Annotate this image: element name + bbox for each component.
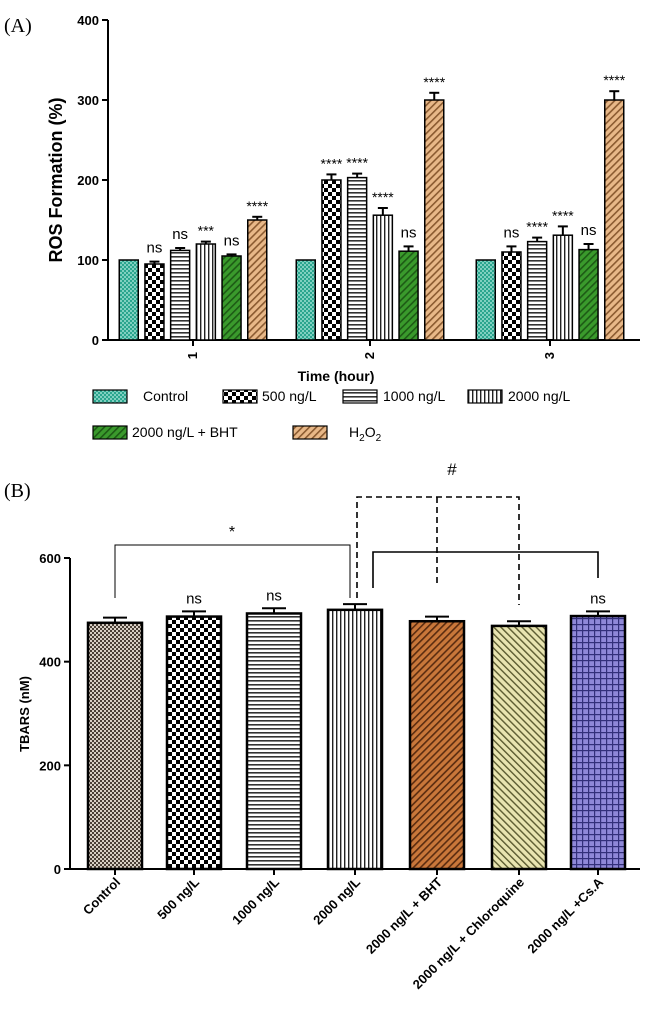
a-significance-label: ns (147, 240, 163, 257)
legend-label-h2o2: H2O2 (349, 424, 382, 444)
a-x-tick-label: 3 (542, 352, 557, 359)
a-significance-label: **** (246, 198, 268, 214)
b-x-tick-label: 1000 ng/L (229, 874, 282, 927)
legend-label-1000: 1000 ng/L (383, 388, 445, 404)
a-x-tick-label: 1 (185, 352, 200, 359)
a-bar-h2o2-t3 (604, 99, 625, 341)
a-significance-label: ns (224, 232, 240, 249)
b-significance-label: ns (266, 587, 282, 604)
a-bar-2000-ng-l-bht-t2 (398, 250, 419, 341)
legend-swatch-h2o2 (292, 425, 328, 440)
a-significance-label: **** (423, 74, 445, 90)
b-x-tick-label: 2000 ng/L + BHT (363, 874, 445, 956)
a-bar-500-ng-l-t2 (321, 179, 342, 341)
a-significance-label: ns (172, 226, 188, 243)
a-significance-label: **** (603, 72, 625, 88)
a-bar-2000-ng-l-t3 (552, 234, 574, 341)
b-x-tick-label: Control (80, 875, 123, 918)
a-bar-control-t1 (118, 259, 139, 341)
a-bar-2000-ng-l-t1 (195, 243, 217, 341)
b-bar-1000-ng-l (245, 612, 303, 871)
a-bar-2000-ng-l-t2 (372, 214, 394, 341)
a-significance-label: ns (581, 222, 597, 239)
panel-a-xlabel: Time (hour) (298, 368, 375, 384)
bracket-dashed-hash (356, 496, 520, 605)
a-bar-1000-ng-l-t2 (346, 176, 368, 341)
b-y-tick-label: 600 (39, 551, 61, 566)
legend-swatch-500 (222, 389, 258, 404)
b-significance-label: ns (590, 590, 606, 607)
b-x-tick-label: 2000 ng/L (310, 874, 363, 927)
a-bar-1000-ng-l-t1 (169, 249, 191, 341)
panel-b-ylabel: TBARS (nM) (17, 676, 32, 752)
panel-a-legend: Control 500 ng/L 1000 ng/L 2000 ng/L 200… (92, 388, 570, 444)
a-bar-500-ng-l-t1 (144, 263, 165, 341)
a-significance-label: **** (526, 219, 548, 235)
a-bar-h2o2-t2 (424, 99, 445, 341)
a-y-tick-label: 100 (77, 253, 99, 268)
bracket-hash-label: # (447, 460, 457, 479)
b-x-tick-label: 2000 ng/L +Cs.A (524, 874, 606, 956)
legend-swatch-bht (92, 425, 128, 440)
a-significance-label: **** (372, 189, 394, 205)
a-bar-500-ng-l-t3 (501, 251, 522, 341)
panel-a-ylabel: ROS Formation (%) (46, 97, 66, 262)
a-y-tick-label: 400 (77, 13, 99, 28)
a-y-tick-label: 200 (77, 173, 99, 188)
b-y-tick-label: 400 (39, 655, 61, 670)
a-significance-label: *** (198, 223, 215, 239)
b-bar-2000-ng-l-cs-a (569, 614, 627, 871)
a-bar-2000-ng-l-bht-t1 (221, 255, 242, 341)
b-significance-label: ns (186, 590, 202, 607)
a-y-tick-label: 300 (77, 93, 99, 108)
legend-swatch-1000 (342, 389, 378, 404)
panel-b-label: (B) (4, 480, 31, 502)
b-y-tick-label: 0 (54, 862, 61, 877)
a-y-tick-label: 0 (92, 333, 99, 348)
b-x-tick-label: 500 ng/L (154, 874, 202, 922)
bracket-star-label: * (229, 524, 235, 541)
a-bar-control-t3 (475, 259, 496, 341)
legend-swatch-control (92, 389, 128, 404)
a-significance-label: **** (321, 155, 343, 171)
a-bar-control-t2 (295, 259, 316, 341)
panel-a-label: (A) (4, 15, 32, 37)
b-y-tick-label: 200 (39, 758, 61, 773)
a-x-tick-label: 2 (362, 352, 377, 359)
bracket-control-vs-2000 (114, 544, 351, 598)
b-bar-500-ng-l (165, 615, 223, 871)
b-bar-2000-ng-l (326, 608, 384, 871)
a-significance-label: **** (346, 155, 368, 171)
bracket-solid-2000-cs (372, 551, 599, 588)
b-bar-2000-ng-l-bht (408, 619, 466, 871)
panel-b-brackets: * # (114, 460, 599, 605)
legend-label-500: 500 ng/L (262, 388, 317, 404)
legend-label-2000: 2000 ng/L (508, 388, 570, 404)
legend-swatch-2000 (467, 389, 503, 404)
a-bar-1000-ng-l-t3 (526, 240, 548, 341)
a-significance-label: ns (401, 224, 417, 241)
b-bar-2000-ng-l-chloroquine (490, 624, 548, 871)
a-bar-h2o2-t1 (247, 219, 268, 341)
legend-label-control: Control (143, 388, 188, 404)
a-bar-2000-ng-l-bht-t3 (578, 248, 599, 341)
legend-label-bht: 2000 ng/L + BHT (132, 424, 238, 440)
b-bar-control (86, 621, 144, 871)
panel-b-bars: ns ns ns (86, 587, 627, 871)
a-significance-label: ns (504, 224, 520, 241)
a-significance-label: **** (552, 207, 574, 223)
